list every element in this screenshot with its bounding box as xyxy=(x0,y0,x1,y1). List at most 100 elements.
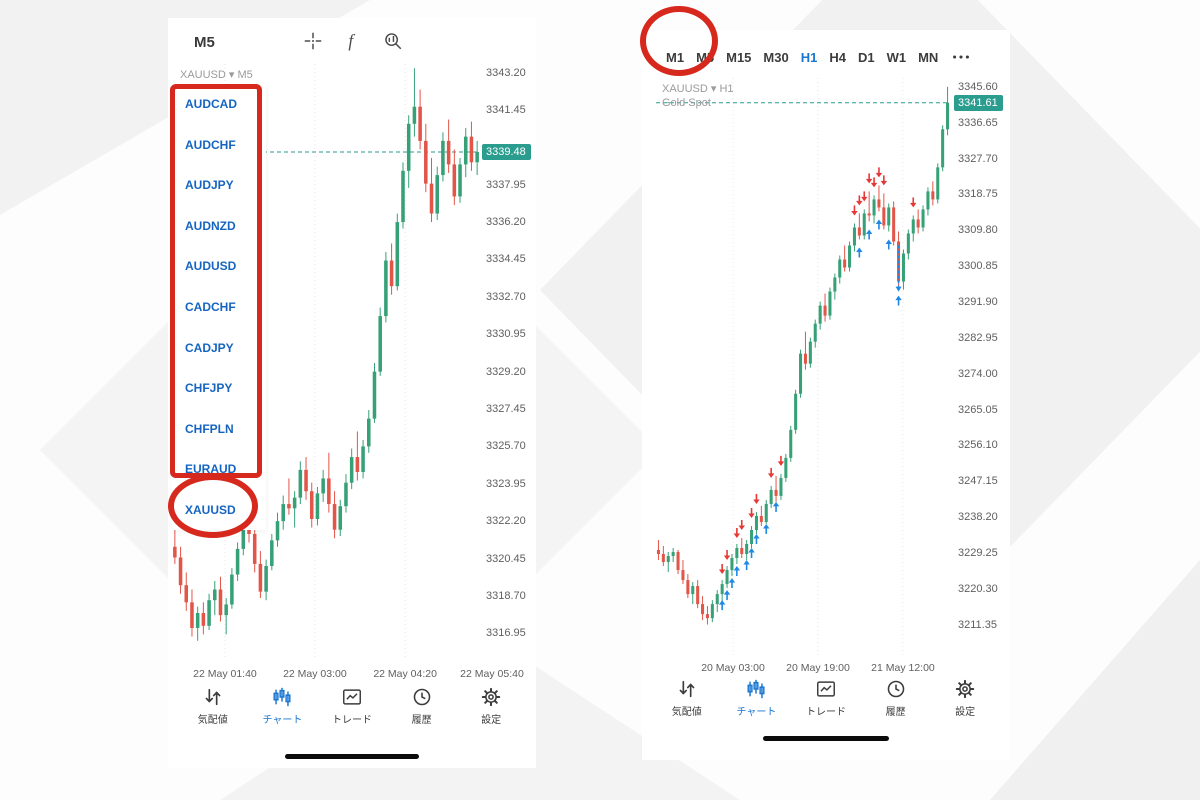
symbol-list-item-audjpy[interactable]: AUDJPY xyxy=(185,178,234,193)
symbol-dropdown-list: AUDCAD AUDCHF AUDJPY AUDNZD AUDUSD CADCHF CADJ… xyxy=(172,84,266,530)
nav-item-trade[interactable]: トレード xyxy=(321,686,383,726)
candlestick-chart-m5[interactable] xyxy=(172,64,480,660)
time-axis-label: 22 May 04:20 xyxy=(373,668,437,680)
crosshair-icon[interactable] xyxy=(302,30,324,52)
price-axis-label: 3322.20 xyxy=(486,515,526,528)
price-axis-label: 3341.45 xyxy=(486,103,526,116)
settings-icon xyxy=(954,678,976,700)
price-axis-label: 3229.25 xyxy=(958,547,998,560)
price-axis: 3339.48 3343.20 3341.45 3337.95 3336.20 3334… xyxy=(482,64,534,660)
timeframe-m30[interactable]: M30 xyxy=(763,49,789,65)
price-axis-label: 3247.15 xyxy=(958,475,998,488)
price-axis-label: 3329.20 xyxy=(486,365,526,378)
price-axis-label: 3318.70 xyxy=(486,589,526,602)
history-icon xyxy=(885,678,907,700)
quotes-icon xyxy=(202,686,224,708)
symbol-list-item-xauusd[interactable]: XAUUSD xyxy=(185,502,236,517)
chart-icon xyxy=(745,678,767,700)
function-icon[interactable]: f xyxy=(342,30,364,52)
chart-icon xyxy=(271,686,293,708)
symbol-list-item-audchf[interactable]: AUDCHF xyxy=(185,137,236,152)
chart-toolbar: f xyxy=(302,30,404,52)
nav-item-chart[interactable]: チャート xyxy=(725,678,787,718)
price-axis-label: 3336.20 xyxy=(486,216,526,229)
current-price-badge: 3339.48 xyxy=(482,144,531,160)
price-axis-label: 3337.95 xyxy=(486,178,526,191)
nav-item-settings[interactable]: 設定 xyxy=(460,686,522,726)
symbol-list-item-audnzd[interactable]: AUDNZD xyxy=(185,218,236,233)
symbol-list-item-audusd[interactable]: AUDUSD xyxy=(185,259,237,274)
price-axis-label: 3256.10 xyxy=(958,439,998,452)
price-axis-label: 3309.80 xyxy=(958,224,998,237)
symbol-list-item-audcad[interactable]: AUDCAD xyxy=(185,97,237,112)
nav-item-quotes[interactable]: 気配値 xyxy=(656,678,718,718)
timeframe-d1[interactable]: D1 xyxy=(857,49,875,65)
timeframe-m5[interactable]: M5 xyxy=(696,49,715,65)
trade-icon xyxy=(815,678,837,700)
price-axis-label: 3323.95 xyxy=(486,477,526,490)
symbol-list-item-cadchf[interactable]: CADCHF xyxy=(185,300,236,314)
time-axis-label: 22 May 01:40 xyxy=(193,668,257,680)
timeframe-w1[interactable]: W1 xyxy=(886,49,907,65)
nav-item-chart[interactable]: チャート xyxy=(251,686,313,726)
price-axis-label: 3345.60 xyxy=(958,80,998,93)
symbol-list-item-cadjpy[interactable]: CADJPY xyxy=(185,340,234,355)
timeframe-h4[interactable]: H4 xyxy=(829,49,846,65)
nav-item-trade[interactable]: トレード xyxy=(795,678,857,718)
price-axis-label: 3238.20 xyxy=(958,511,998,524)
price-axis-label: 3320.45 xyxy=(486,552,526,565)
price-axis-label: 3211.35 xyxy=(958,618,997,631)
nav-label: 設定 xyxy=(955,707,976,718)
trade-icon xyxy=(341,686,363,708)
time-axis-label: 21 May 12:00 xyxy=(871,662,935,674)
nav-label: チャート xyxy=(262,715,303,726)
history-icon xyxy=(411,686,433,708)
nav-item-history[interactable]: 履歴 xyxy=(391,686,453,726)
timeframe-mn[interactable]: MN xyxy=(918,49,939,65)
nav-label: 気配値 xyxy=(197,715,228,726)
settings-icon xyxy=(480,686,502,708)
candlestick-chart-h1[interactable] xyxy=(656,78,950,655)
price-axis-label: 3318.75 xyxy=(958,188,998,201)
time-axis-label: 20 May 03:00 xyxy=(701,662,765,674)
background-shape xyxy=(990,560,1200,800)
svg-text:f: f xyxy=(348,31,355,51)
left-phone-screenshot: M5 f XAUUSD ▾ M5 3339.48 3343.20 3341.45 3… xyxy=(168,18,536,768)
nav-label: 履歴 xyxy=(885,707,906,718)
quotes-icon xyxy=(676,678,698,700)
symbol-list-item-euraud[interactable]: EURAUD xyxy=(185,462,237,477)
objects-icon[interactable] xyxy=(382,30,404,52)
time-axis-label: 22 May 05:40 xyxy=(460,668,524,680)
nav-item-quotes[interactable]: 気配値 xyxy=(182,686,244,726)
chart-symbol-caption: XAUUSD ▾ M5 xyxy=(180,69,253,81)
symbol-list-item-chfjpy[interactable]: CHFJPY xyxy=(185,381,233,396)
chart-description-line: Gold Spot xyxy=(662,97,711,109)
price-axis-label: 3316.95 xyxy=(486,627,526,640)
price-axis-label: 3343.20 xyxy=(486,66,526,79)
price-axis-label: 3274.00 xyxy=(958,367,998,380)
timeframe-selector: M1 M5 M15 M30 H1 H4 D1 W1 MN xyxy=(666,46,972,68)
toolbar-timeframe-label[interactable]: M5 xyxy=(194,34,215,51)
more-icon[interactable] xyxy=(950,46,972,68)
symbol-list-item-chfpln[interactable]: CHFPLN xyxy=(185,421,234,436)
home-indicator xyxy=(763,736,889,741)
price-axis-label: 3325.70 xyxy=(486,440,526,453)
bottom-navigation: 気配値 チャート トレード 履歴 設定 xyxy=(652,678,1000,718)
right-phone-screenshot: M1 M5 M15 M30 H1 H4 D1 W1 MN XAUUSD ▾ H1 Gold Sp… xyxy=(642,30,1010,760)
timeframe-m1[interactable]: M1 xyxy=(666,49,685,65)
nav-label: 設定 xyxy=(481,715,502,726)
nav-label: トレード xyxy=(331,715,372,726)
timeframe-h1[interactable]: H1 xyxy=(800,49,818,65)
nav-item-history[interactable]: 履歴 xyxy=(865,678,927,718)
price-axis-label: 3334.45 xyxy=(486,253,526,266)
home-indicator xyxy=(285,754,419,759)
timeframe-m15[interactable]: M15 xyxy=(726,49,752,65)
nav-label: 気配値 xyxy=(671,707,702,718)
nav-label: チャート xyxy=(736,707,777,718)
price-axis: 3341.61 3345.60 3336.65 3327.70 3318.75 3309… xyxy=(954,78,1008,655)
nav-item-settings[interactable]: 設定 xyxy=(934,678,996,718)
price-axis-label: 3336.65 xyxy=(958,116,998,129)
price-axis-label: 3265.05 xyxy=(958,403,998,416)
current-price-badge: 3341.61 xyxy=(954,94,1003,111)
